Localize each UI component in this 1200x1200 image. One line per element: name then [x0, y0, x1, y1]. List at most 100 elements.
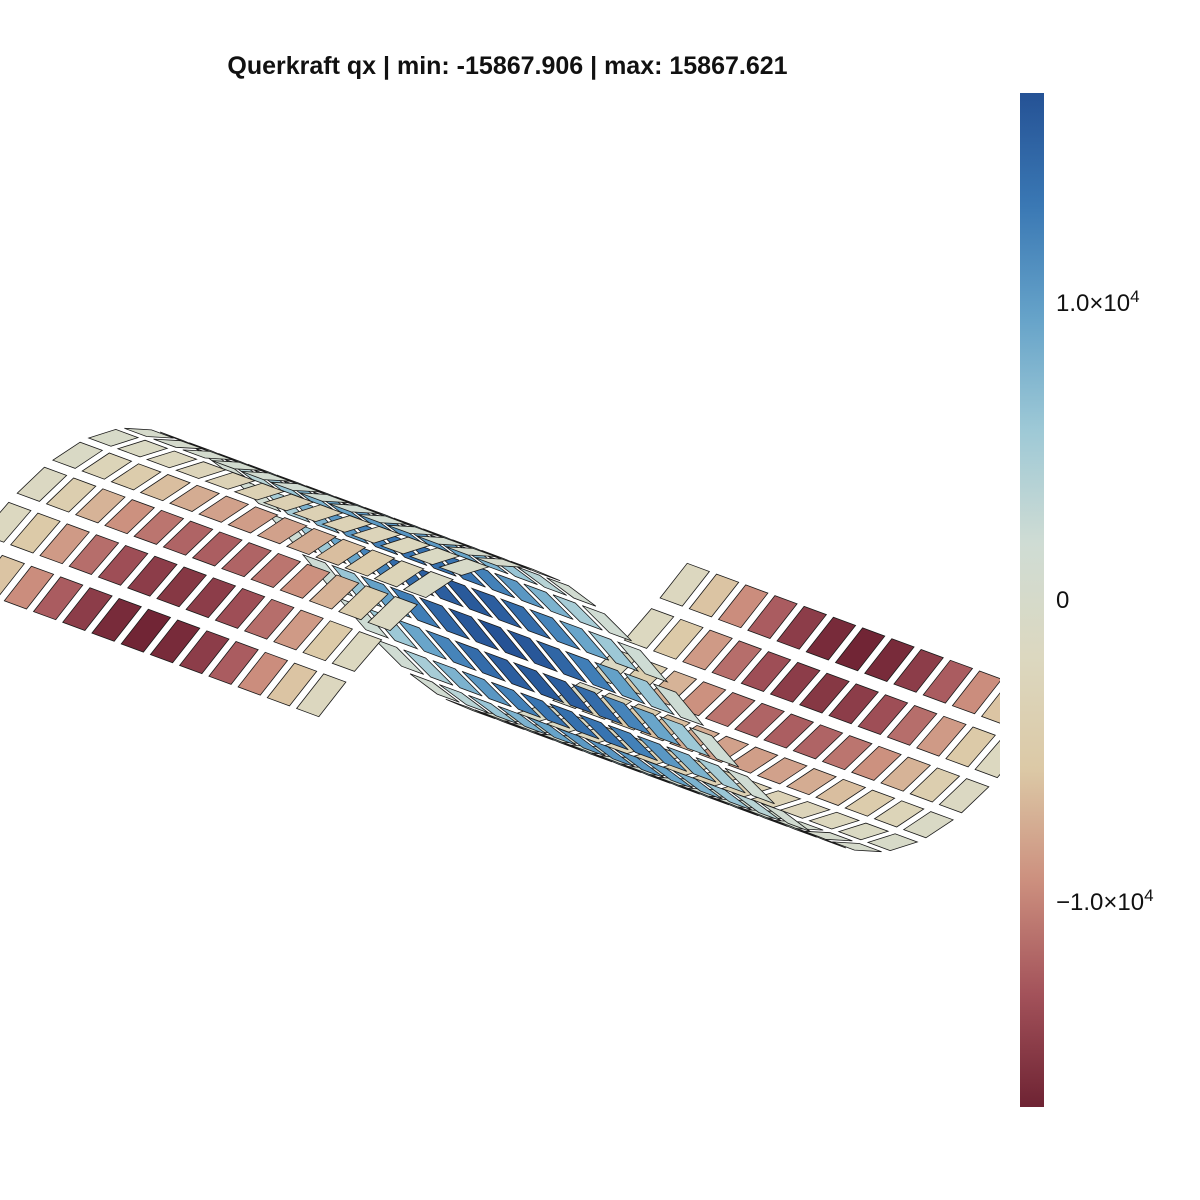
surface-cell-19-12: [623, 608, 675, 649]
surface-cell-17-3: [815, 778, 867, 806]
surface-cell-9-0: [616, 641, 669, 683]
surface-cell-13-12: [409, 673, 460, 703]
surface-cell-11-1: [658, 715, 711, 758]
surface-cell-1-4: [214, 588, 266, 629]
surface-cell-10-4: [535, 640, 588, 684]
surface-cell-13-9: [497, 705, 548, 735]
surface-cell-2-5: [221, 542, 272, 578]
surface-cell-19-0: [974, 739, 1000, 779]
surface-cell-16-3: [779, 801, 831, 819]
surface-cell-2-8: [133, 509, 185, 545]
surface-cell-10-7: [447, 607, 500, 651]
surface-cell-11-6: [512, 661, 565, 704]
surface-cell-3-11: [81, 452, 133, 480]
surface-cell-0-8: [62, 587, 113, 631]
surface-cell-13-10: [468, 695, 519, 725]
surface-cell-9-5: [470, 587, 523, 629]
surface-cell-12-8: [491, 681, 541, 718]
surface-cell-8-1: [552, 594, 603, 631]
surface-cell-16-1: [837, 822, 890, 841]
surface-cell-19-7: [769, 661, 821, 703]
chart-title: Querkraft qx | min: -15867.906 | max: 15…: [227, 52, 788, 80]
surface-cell-12-4: [607, 724, 658, 761]
surface-cell-11-0: [689, 727, 740, 768]
surface-cell-5-3: [387, 524, 437, 536]
surface-cell-0-3: [208, 641, 259, 685]
surface-cell-11-2: [629, 704, 682, 747]
surface-cell-12-9: [461, 671, 512, 708]
surface-cell-8-0: [582, 605, 632, 642]
surface-cell-13-4: [643, 759, 694, 789]
surface-cell-17-4: [785, 768, 837, 796]
surface-cell-1-6: [156, 566, 207, 608]
surface-cell-20-4: [893, 649, 944, 693]
surface-cell-20-7: [805, 616, 857, 661]
surface-cell-19-2: [916, 715, 967, 757]
surface-cell-10-9: [389, 586, 442, 630]
surface-cell-2-3: [279, 563, 331, 599]
surface-cell-20-11: [688, 573, 740, 618]
surface-cell-8-2: [523, 583, 574, 620]
surface-cell-9-4: [499, 598, 552, 640]
surface-cell-0-11: [0, 554, 26, 596]
surface-cell-12-7: [520, 692, 571, 729]
surface-cell-0-7: [91, 598, 142, 642]
surface-cell-3-3: [315, 538, 367, 566]
surface-cell-13-8: [526, 716, 577, 746]
surface-cell-2-9: [104, 499, 156, 535]
surface-cell-4-6: [262, 493, 315, 512]
surface-cell-17-1: [873, 800, 925, 828]
surface-cell-10-5: [506, 629, 559, 673]
surface-cell-3-0: [402, 571, 454, 599]
surface-cell-18-0: [938, 778, 990, 814]
surface-cell-17-6: [727, 746, 779, 774]
surface-cell-4-3: [350, 525, 403, 544]
surface-cell-13-6: [585, 738, 636, 768]
surface-cell-1-7: [127, 555, 178, 597]
surface-cell-10-8: [418, 596, 471, 640]
surface-cell-18-8: [704, 692, 756, 728]
surface-cell-1-1: [302, 620, 354, 662]
surface-cell-18-3: [850, 745, 902, 781]
surface-cell-11-7: [483, 651, 536, 693]
surface-cell-16-4: [749, 790, 802, 808]
surface-cell-2-2: [308, 574, 360, 610]
surface-cell-1-0: [331, 631, 383, 672]
surface-cell-19-6: [799, 672, 850, 714]
surface-cell-5-7: [270, 481, 321, 493]
surface-cell-19-10: [682, 629, 733, 671]
surface-cell-10-1: [623, 672, 676, 716]
surface-cell-18-4: [821, 735, 873, 771]
surface-cell-0-0: [295, 673, 347, 718]
surface-cell-3-7: [198, 495, 250, 523]
surface-cell-3-5: [256, 517, 308, 545]
surface-cell-11-5: [541, 672, 594, 715]
surface-cell-5-2: [416, 535, 467, 547]
surface-cell-13-3: [672, 770, 723, 800]
surface-cell-13-2: [702, 781, 752, 811]
surface-cell-20-8: [776, 605, 828, 650]
surface-cell-19-4: [857, 694, 909, 735]
surface-cell-13-7: [555, 727, 606, 757]
surface-cell-18-2: [880, 756, 932, 792]
surface-cell-19-1: [945, 726, 996, 768]
surface-cell-10-3: [564, 650, 617, 694]
surface-cell-18-1: [909, 767, 961, 803]
surface-cell-0-1: [266, 662, 318, 707]
surface-cell-12-10: [432, 660, 483, 697]
surface-cell-2-6: [191, 531, 243, 567]
surface-cell-10-0: [652, 683, 705, 727]
surface-cell-1-10: [39, 523, 90, 565]
surface-cell-1-3: [243, 598, 295, 640]
surface-cell-1-5: [185, 577, 237, 619]
surface-cell-3-8: [169, 484, 221, 512]
surface-cell-11-10: [396, 619, 447, 660]
surface-cell-10-6: [477, 618, 529, 662]
surface-cell-12-2: [666, 746, 717, 783]
surface-cell-5-9: [211, 460, 262, 471]
surface-cell-9-1: [587, 630, 640, 673]
surface-cell-2-10: [74, 488, 126, 524]
surface-cell-12-6: [549, 703, 600, 740]
surface-cell-5-0: [474, 557, 525, 568]
colorbar-tick-neg: −1.0×104: [1056, 886, 1154, 916]
